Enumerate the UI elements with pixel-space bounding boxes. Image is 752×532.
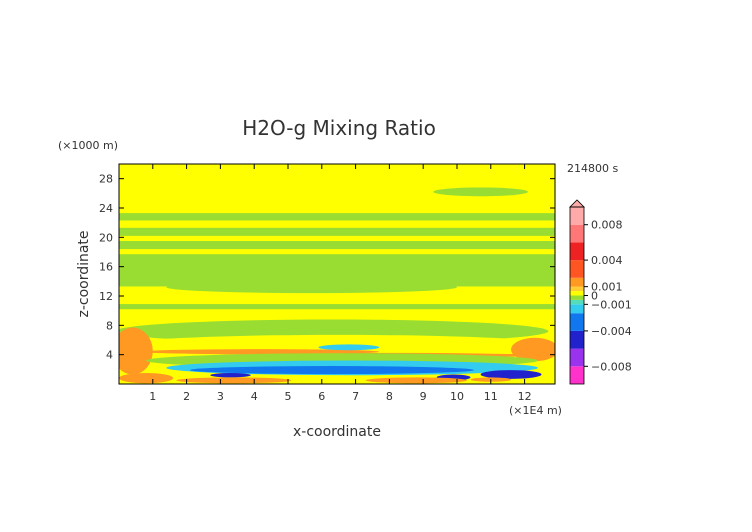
contour-band-1 [119, 227, 555, 236]
contour-blob-14 [318, 344, 380, 351]
colorbar-bin [570, 304, 584, 314]
contour-blob-17 [480, 370, 542, 379]
contour-blob-20 [119, 373, 174, 384]
contour-blob-21 [176, 377, 292, 384]
x-tick-label: 4 [251, 390, 258, 403]
x-tick-label: 12 [518, 390, 532, 403]
x-tick-label: 3 [217, 390, 224, 403]
contour-band-2 [119, 241, 555, 250]
y-tick-label: 20 [99, 231, 113, 244]
contour-blob-9 [119, 327, 153, 375]
y-tick-label: 24 [99, 202, 113, 215]
plot-area [119, 164, 555, 384]
colorbar-bin [570, 277, 584, 287]
contour-regions [119, 187, 555, 384]
contour-blob-16 [189, 366, 474, 375]
y-tick-label: 16 [99, 261, 113, 274]
colorbar-bin [570, 242, 584, 261]
x-tick-label: 7 [352, 390, 359, 403]
y-tick-label: 4 [106, 349, 113, 362]
colorbar-label: −0.001 [591, 298, 632, 311]
contour-band-0 [119, 213, 555, 221]
y-axis-label: z-coordinate [76, 230, 92, 317]
contour-blob-6 [166, 281, 457, 294]
colorbar-bin [570, 348, 584, 367]
y-unit-label: (×1000 m) [58, 139, 118, 152]
x-tick-label: 10 [450, 390, 464, 403]
colorbar-bin [570, 366, 584, 384]
contour-band-4 [119, 304, 555, 310]
plot-frame [118, 163, 556, 385]
colorbar-label: 0.001 [591, 281, 623, 294]
colorbar-bin [570, 295, 584, 300]
colorbar-overflow-arrow [569, 199, 585, 208]
colorbar-bin [570, 299, 584, 305]
y-axis-ticks: 4 8 12 16 20 24 28 [99, 173, 555, 362]
x-tick-label: 11 [484, 390, 498, 403]
colorbar-label: 0 [591, 290, 598, 303]
colorbar-label: −0.004 [591, 325, 632, 338]
y-tick-label: 12 [99, 290, 113, 303]
contour-blob-22 [365, 377, 468, 384]
colorbar-bin [570, 207, 584, 225]
x-tick-label: 8 [386, 390, 393, 403]
contour-band-3 [119, 254, 555, 287]
chart-title: H2O-g Mixing Ratio [242, 116, 436, 140]
x-tick-label: 6 [318, 390, 325, 403]
colorbar-label: 0.004 [591, 254, 623, 267]
colorbar-bin [570, 291, 584, 296]
colorbar-bin [570, 313, 584, 331]
contour-blob-19 [210, 373, 251, 378]
time-label: 214800 s [567, 162, 618, 175]
colorbar-bin [570, 224, 584, 243]
x-unit-label: (×1E4 m) [509, 404, 562, 417]
colorbar-label: −0.008 [591, 360, 632, 373]
y-tick-label: 8 [106, 319, 113, 332]
x-axis-ticks: 1 2 3 4 5 6 7 8 9 10 11 12 [149, 164, 532, 403]
contour-blob-5 [433, 187, 528, 197]
y-tick-label: 28 [99, 173, 113, 186]
x-tick-label: 5 [284, 390, 291, 403]
colorbar-bin [570, 260, 584, 278]
x-tick-label: 1 [149, 390, 156, 403]
colorbar-bin [570, 330, 584, 349]
x-tick-label: 9 [420, 390, 427, 403]
colorbar-bin [570, 286, 584, 292]
x-axis-label: x-coordinate [293, 424, 381, 440]
x-tick-label: 2 [183, 390, 190, 403]
colorbar-label: 0.008 [591, 219, 623, 232]
